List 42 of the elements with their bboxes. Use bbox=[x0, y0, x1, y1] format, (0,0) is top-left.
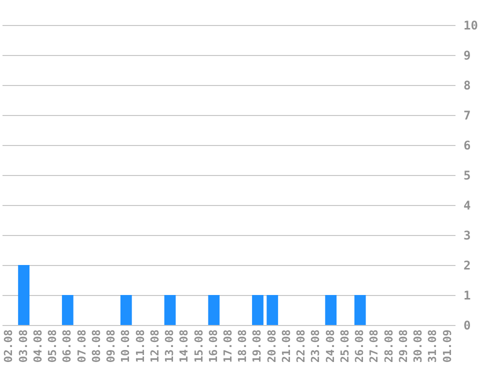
x-tick-label: 03.08 bbox=[16, 330, 30, 363]
y-tick-label: 2 bbox=[464, 258, 471, 272]
x-tick-label: 19.08 bbox=[250, 330, 264, 363]
x-tick-label: 30.08 bbox=[412, 330, 425, 363]
y-tick-label: 8 bbox=[464, 78, 471, 92]
x-tick-label: 25.08 bbox=[338, 330, 352, 363]
x-tick-label: 11.08 bbox=[134, 330, 147, 363]
y-tick-label: 3 bbox=[464, 228, 471, 242]
y-tick-label: 9 bbox=[464, 48, 471, 62]
x-tick-label: 04.08 bbox=[31, 330, 44, 363]
x-tick-label: 24.08 bbox=[324, 330, 337, 363]
x-tick-label: 18.08 bbox=[236, 330, 250, 363]
x-tick-label: 17.08 bbox=[222, 330, 234, 363]
x-tick-label: 14.08 bbox=[178, 330, 191, 363]
x-tick-label: 27.08 bbox=[368, 330, 381, 363]
x-tick-label: 21.08 bbox=[280, 330, 293, 363]
x-tick-label: 01.09 bbox=[440, 330, 454, 363]
x-tick-label: 13.08 bbox=[163, 330, 176, 363]
x-tick-label: 26.08 bbox=[353, 330, 366, 363]
y-tick-label: 1 bbox=[464, 288, 471, 302]
y-tick-label: 10 bbox=[464, 18, 478, 32]
x-tick-label: 16.08 bbox=[206, 330, 220, 363]
x-tick-label: 05.08 bbox=[46, 330, 60, 363]
x-tick-label: 15.08 bbox=[192, 330, 206, 363]
x-tick-label: 22.08 bbox=[294, 330, 308, 363]
x-tick-label: 02.08 bbox=[2, 330, 16, 363]
x-tick-label: 31.08 bbox=[426, 330, 440, 363]
x-tick-label: 23.08 bbox=[309, 330, 322, 363]
x-tick-label: 09.08 bbox=[104, 330, 118, 363]
x-tick-label: 10.08 bbox=[119, 330, 132, 363]
y-tick-label: 0 bbox=[464, 318, 471, 332]
y-tick-label: 7 bbox=[464, 108, 471, 122]
x-tick-label: 29.08 bbox=[396, 330, 410, 363]
x-tick-label: 20.08 bbox=[265, 330, 278, 363]
x-tick-label: 06.08 bbox=[60, 330, 74, 363]
x-tick-label: 28.08 bbox=[382, 330, 396, 363]
y-tick-label: 5 bbox=[464, 168, 471, 182]
x-tick-label: 07.08 bbox=[75, 330, 88, 363]
y-tick-label: 4 bbox=[464, 198, 471, 212]
y-tick-label: 6 bbox=[464, 138, 471, 152]
x-tick-label: 12.08 bbox=[148, 330, 162, 363]
x-tick-label: 08.08 bbox=[90, 330, 103, 363]
